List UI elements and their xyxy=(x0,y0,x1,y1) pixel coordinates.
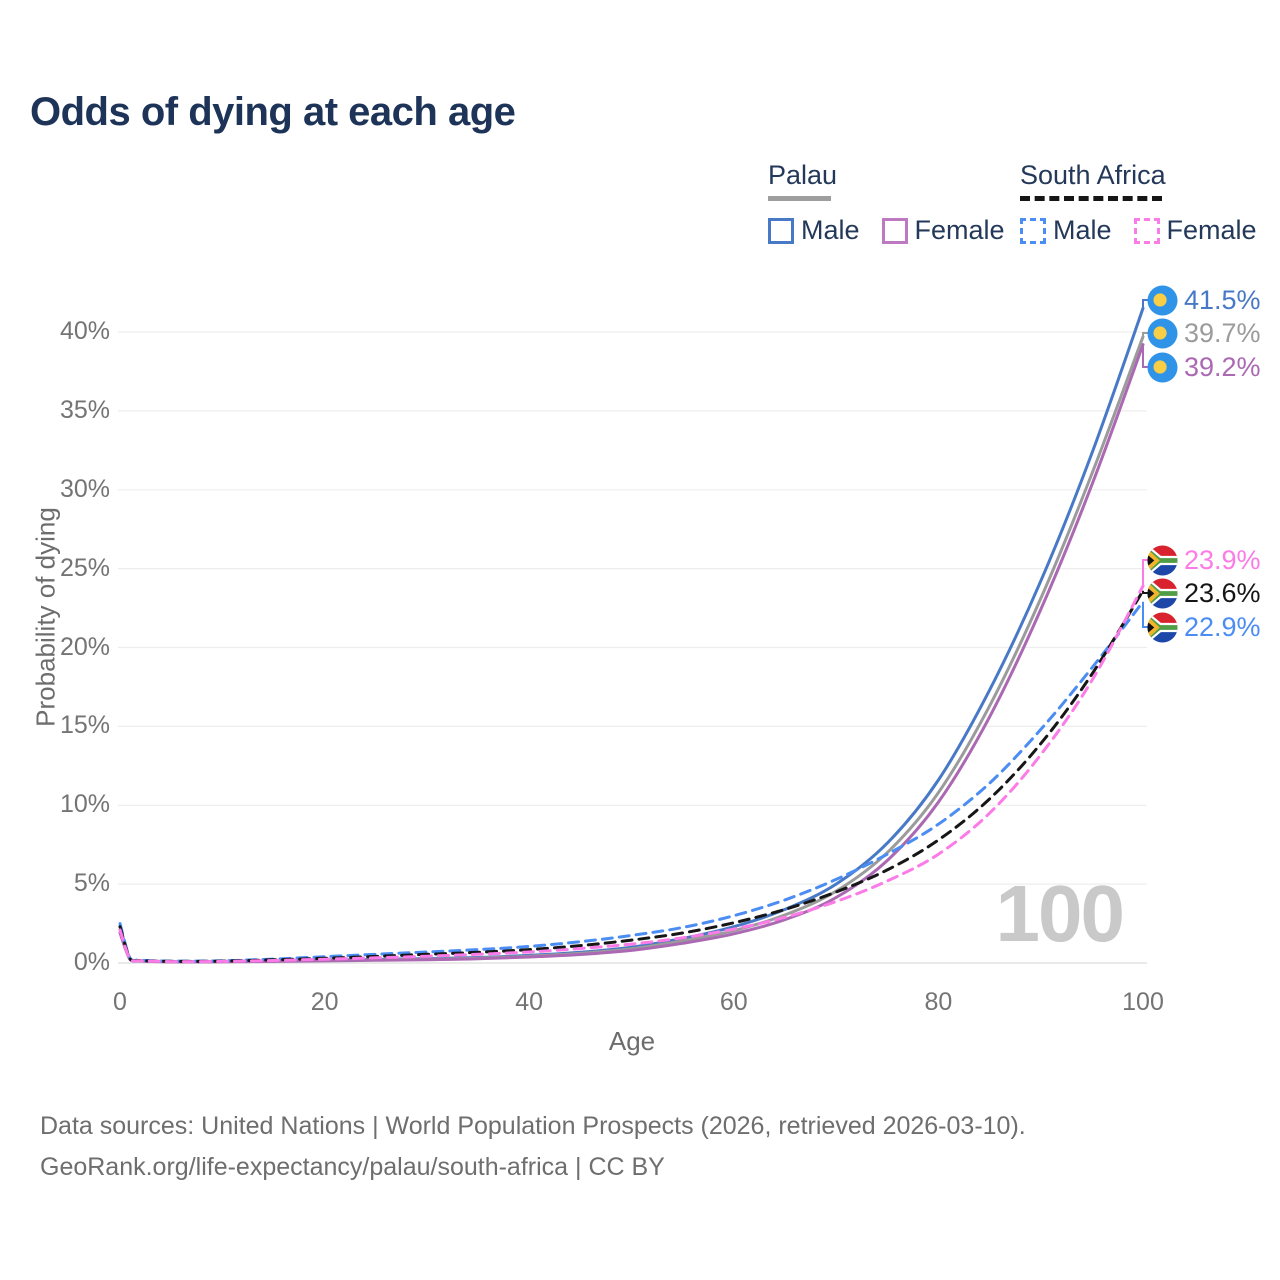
legend-group-palau: Palau xyxy=(768,160,837,201)
y-tick-30%: 30% xyxy=(59,474,110,503)
y-tick-20%: 20% xyxy=(59,632,110,661)
y-tick-35%: 35% xyxy=(59,395,110,424)
palau-flag-icon xyxy=(1147,285,1178,316)
series-line-south-africa-female xyxy=(118,584,1145,964)
y-tick-10%: 10% xyxy=(59,790,110,819)
palau-female-swatch-icon xyxy=(881,217,908,244)
y-tick-5%: 5% xyxy=(73,869,110,898)
data-sources-footer: Data sources: United Nations | World Pop… xyxy=(40,1106,1026,1188)
end-value-sa-total: 23.6% xyxy=(1184,577,1261,608)
legend-linestyle-south-africa xyxy=(1020,196,1162,201)
legend-country-south-africa: South Africa xyxy=(1020,160,1166,190)
end-value-sa-male: 22.9% xyxy=(1184,611,1261,642)
legend-item-palau-female: Female xyxy=(881,215,1005,246)
y-tick-15%: 15% xyxy=(59,711,110,740)
south-africa-flag-icon xyxy=(1147,578,1178,609)
palau-flag-icon xyxy=(1147,318,1178,349)
series-line-south-africa-both-sexes xyxy=(118,589,1145,963)
legend-linestyle-palau xyxy=(768,196,831,201)
legend-item-sa-male: Male xyxy=(1020,215,1112,246)
south-africa-flag-icon xyxy=(1147,612,1178,643)
palau-male-swatch-icon xyxy=(768,217,794,244)
x-tick-60: 60 xyxy=(719,988,748,1016)
sa-female-swatch-icon xyxy=(1133,217,1160,244)
legend-label-palau-male: Male xyxy=(801,215,860,245)
end-label-palau-total: 39.7% xyxy=(1147,316,1261,350)
y-axis-title: Probability of dying xyxy=(30,507,61,727)
end-value-palau-female: 39.2% xyxy=(1184,351,1261,382)
footer-line-2: GeoRank.org/life-expectancy/palau/south-… xyxy=(40,1153,665,1181)
end-value-sa-female: 23.9% xyxy=(1184,544,1261,575)
sa-male-swatch-icon xyxy=(1020,217,1046,244)
y-tick-40%: 40% xyxy=(59,317,110,345)
legend-row-south-africa: Male Female xyxy=(1020,215,1257,246)
x-tick-80: 80 xyxy=(924,988,953,1016)
x-tick-100: 100 xyxy=(1122,988,1164,1016)
end-label-palau-female: 39.2% xyxy=(1147,350,1261,384)
series-line-palau-male xyxy=(118,306,1145,964)
legend-label-sa-male: Male xyxy=(1053,215,1112,245)
end-label-palau-male: 41.5% xyxy=(1147,283,1261,317)
page-title: Odds of dying at each age xyxy=(30,90,516,134)
x-tick-20: 20 xyxy=(310,988,339,1016)
end-value-palau-male: 41.5% xyxy=(1184,284,1261,315)
south-africa-flag-icon xyxy=(1147,545,1178,576)
series-line-south-africa-male xyxy=(118,600,1145,963)
legend-item-palau-male: Male xyxy=(768,215,860,246)
end-label-sa-female: 23.9% xyxy=(1147,543,1261,577)
legend-group-south-africa: South Africa xyxy=(1020,160,1166,201)
x-tick-40: 40 xyxy=(515,988,544,1016)
palau-flag-icon xyxy=(1147,352,1178,383)
x-axis-title: Age xyxy=(608,1026,656,1056)
legend-label-palau-female: Female xyxy=(914,215,1005,245)
y-tick-0%: 0% xyxy=(73,948,110,976)
legend-item-sa-female: Female xyxy=(1133,215,1257,246)
y-tick-25%: 25% xyxy=(59,553,110,582)
legend-country-palau: Palau xyxy=(768,160,838,190)
end-label-sa-male: 22.9% xyxy=(1147,610,1261,644)
legend-row-palau: Male Female xyxy=(768,215,1005,246)
legend-label-sa-female: Female xyxy=(1166,215,1257,245)
x-tick-0: 0 xyxy=(113,988,127,1016)
end-label-sa-total: 23.6% xyxy=(1147,576,1261,610)
end-value-palau-total: 39.7% xyxy=(1184,317,1261,348)
footer-line-1: Data sources: United Nations | World Pop… xyxy=(40,1112,1026,1140)
age-watermark: 100 xyxy=(995,869,1125,958)
